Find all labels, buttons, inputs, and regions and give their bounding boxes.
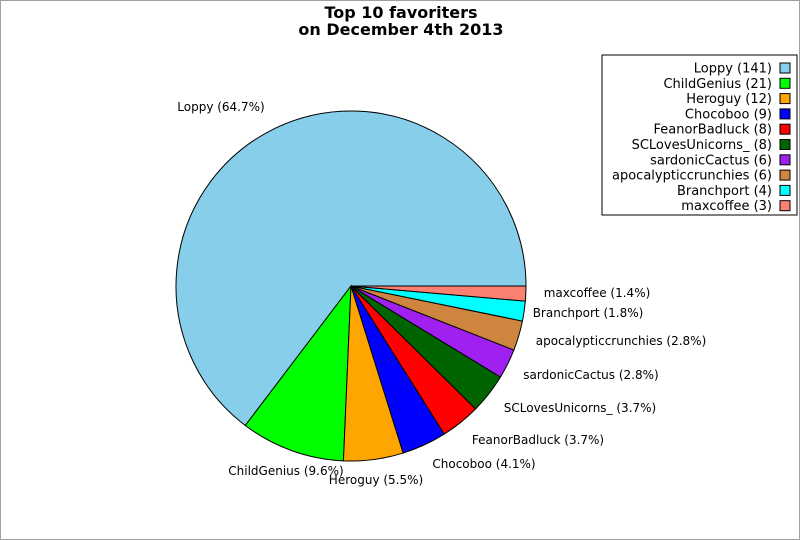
legend-label-Chocoboo: Chocoboo (9) xyxy=(685,107,772,122)
legend-label-sardonicCactus: sardonicCactus (6) xyxy=(650,153,772,168)
slice-label-apocalypticcrunchies: apocalypticcrunchies (2.8%) xyxy=(536,334,707,348)
chart-title-line: on December 4th 2013 xyxy=(298,20,503,39)
slice-label-maxcoffee: maxcoffee (1.4%) xyxy=(544,286,651,300)
legend-swatch-sardonicCactus xyxy=(779,154,791,166)
legend-label-SCLovesUnicorns_: SCLovesUnicorns_ (8) xyxy=(632,138,772,153)
legend-label-maxcoffee: maxcoffee (3) xyxy=(681,199,772,214)
slice-labels: Loppy (64.7%) ChildGenius (9.6%)Heroguy (… xyxy=(177,100,706,487)
legend-swatch-SCLovesUnicorns_ xyxy=(779,139,791,150)
legend-label-ChildGenius: ChildGenius (21) xyxy=(663,77,772,92)
slice-label-Branchport: Branchport (1.8%) xyxy=(533,306,644,320)
slice-label-Chocoboo: Chocoboo (4.1%) xyxy=(432,457,535,471)
legend-label-FeanorBadluck: FeanorBadluck (8) xyxy=(654,123,772,138)
legend-swatch-apocalypticcrunchies xyxy=(779,169,791,181)
legend-swatch-FeanorBadluck xyxy=(779,123,791,135)
slice-label-SCLovesUnicorns_: SCLovesUnicorns_ (3.7%) xyxy=(504,401,656,415)
pie-slices xyxy=(175,110,527,462)
legend-swatch-Branchport xyxy=(779,184,791,196)
legend-swatch-Loppy xyxy=(779,62,791,74)
slice-label-ChildGenius: ChildGenius (9.6%) xyxy=(228,464,343,478)
legend-label-apocalypticcrunchies: apocalypticcrunchies (6) xyxy=(612,169,772,184)
pie-slice-Loppy xyxy=(175,110,527,427)
legend-label-Branchport: Branchport (4) xyxy=(677,184,772,199)
pie-slice-ChildGenius xyxy=(244,284,352,462)
legend-swatch-Heroguy xyxy=(779,93,791,105)
legend-label-Heroguy: Heroguy (12) xyxy=(686,92,772,107)
legend-box xyxy=(601,54,798,216)
slice-label-Loppy: Loppy (64.7%) xyxy=(177,100,264,114)
legend-swatch-ChildGenius xyxy=(779,77,791,89)
legend-swatch-Chocoboo xyxy=(779,108,791,120)
chart-title-line: Top 10 favoriters xyxy=(324,3,477,22)
pie-slice-maxcoffee xyxy=(350,285,527,302)
legend-swatch-maxcoffee xyxy=(779,200,791,212)
slice-label-FeanorBadluck: FeanorBadluck (3.7%) xyxy=(472,433,604,447)
slice-label-sardonicCactus: sardonicCactus (2.8%) xyxy=(523,368,658,382)
legend: Loppy (141)ChildGenius (21)Heroguy (12)C… xyxy=(601,54,798,216)
slice-label-Heroguy: Heroguy (5.5%) xyxy=(329,473,423,487)
legend-label-Loppy: Loppy (141) xyxy=(694,62,772,77)
